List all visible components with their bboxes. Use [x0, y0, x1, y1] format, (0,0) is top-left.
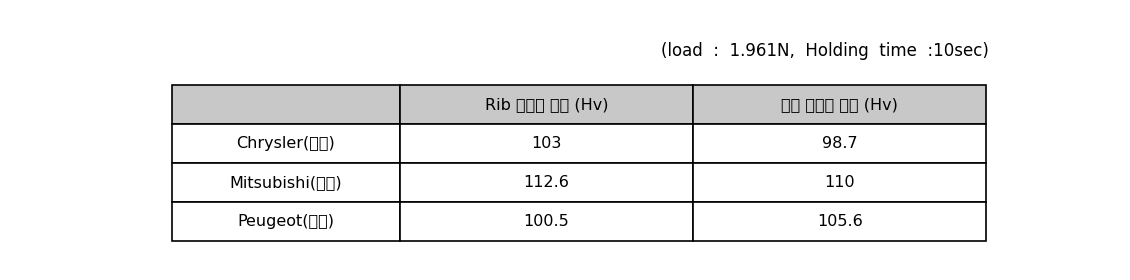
Text: Peugeot(유럽): Peugeot(유럽) — [237, 214, 334, 229]
Bar — [400, 124, 693, 163]
Text: Chrysler(미국): Chrysler(미국) — [236, 136, 336, 151]
Text: 100.5: 100.5 — [523, 214, 570, 229]
Bar — [400, 202, 693, 241]
Bar — [693, 202, 986, 241]
Text: Mitsubishi(일본): Mitsubishi(일본) — [229, 175, 342, 190]
Text: 98.7: 98.7 — [822, 136, 858, 151]
Text: 105.6: 105.6 — [817, 214, 862, 229]
Bar — [172, 202, 400, 241]
Text: 112.6: 112.6 — [523, 175, 570, 190]
Bar — [172, 85, 400, 124]
Bar — [400, 163, 693, 202]
Bar — [400, 85, 693, 124]
Bar — [172, 124, 400, 163]
Text: 103: 103 — [531, 136, 562, 151]
Text: Rib 부분의 경도 (Hv): Rib 부분의 경도 (Hv) — [485, 97, 608, 112]
Text: (load  :  1.961N,  Holding  time  :10sec): (load : 1.961N, Holding time :10sec) — [661, 42, 989, 60]
Bar — [172, 163, 400, 202]
Text: 110: 110 — [825, 175, 855, 190]
Bar — [693, 124, 986, 163]
Text: 기저 부분의 경도 (Hv): 기저 부분의 경도 (Hv) — [781, 97, 898, 112]
Bar — [693, 163, 986, 202]
Bar — [693, 85, 986, 124]
